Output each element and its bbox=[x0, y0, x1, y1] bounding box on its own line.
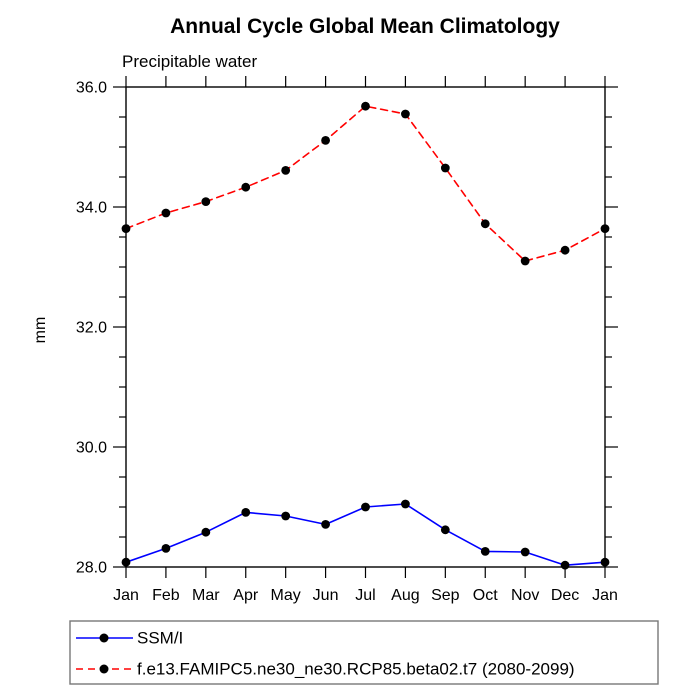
x-tick-label: Feb bbox=[152, 587, 180, 604]
data-point-marker bbox=[321, 136, 330, 145]
data-point-marker bbox=[161, 544, 171, 553]
data-point-marker bbox=[480, 547, 490, 556]
x-tick-label: Oct bbox=[473, 587, 498, 604]
data-point-marker bbox=[281, 166, 291, 175]
data-point-marker bbox=[440, 525, 450, 535]
data-point-marker bbox=[321, 520, 330, 529]
data-point-marker bbox=[361, 101, 370, 111]
x-tick-label: Aug bbox=[391, 587, 419, 604]
chart-title: Annual Cycle Global Mean Climatology bbox=[170, 15, 560, 38]
legend-marker-ssmi bbox=[99, 633, 109, 643]
y-tick-label: 36.0 bbox=[76, 80, 107, 97]
x-tick-label: Nov bbox=[511, 587, 539, 604]
data-point-marker bbox=[401, 109, 410, 119]
legend-label-ssmi: SSM/I bbox=[137, 629, 183, 648]
data-point-marker bbox=[361, 502, 370, 512]
x-tick-label: Jan bbox=[113, 587, 139, 604]
chart-subtitle: Precipitable water bbox=[122, 52, 257, 71]
data-point-marker bbox=[520, 547, 530, 557]
data-point-marker bbox=[440, 163, 450, 173]
y-tick-label: 28.0 bbox=[76, 560, 107, 577]
data-point-marker bbox=[241, 182, 251, 192]
data-point-marker bbox=[401, 499, 410, 509]
data-point-marker bbox=[281, 511, 291, 521]
legend-marker-model bbox=[99, 664, 109, 674]
data-point-marker bbox=[161, 208, 171, 218]
data-point-marker bbox=[560, 245, 570, 255]
x-tick-label: Sep bbox=[431, 587, 460, 604]
data-point-marker bbox=[201, 527, 211, 537]
axes-ticks: Jan Feb Mar Apr May Jun Jul Aug Sep Oct Nov Dec Jan 2… bbox=[76, 76, 618, 604]
legend-label-model: f.e13.FAMIPC5.ne30_ne30.RCP85.beta02.t7 … bbox=[137, 660, 575, 679]
data-point-marker bbox=[560, 560, 570, 570]
x-tick-label: Jan bbox=[592, 587, 618, 604]
series-layer bbox=[121, 101, 610, 570]
x-tick-label: Apr bbox=[233, 587, 259, 604]
data-point-marker bbox=[480, 219, 490, 229]
y-axis-label: mm bbox=[32, 317, 49, 344]
y-tick-label: 32.0 bbox=[76, 320, 107, 337]
x-tick-label: May bbox=[271, 587, 301, 604]
legend: SSM/I f.e13.FAMIPC5.ne30_ne30.RCP85.beta… bbox=[69, 620, 659, 685]
y-tick-label: 34.0 bbox=[76, 200, 107, 217]
x-tick-label: Jun bbox=[313, 587, 339, 604]
data-point-marker bbox=[201, 197, 211, 207]
data-point-marker bbox=[241, 508, 251, 517]
x-tick-label: Jul bbox=[355, 587, 375, 604]
data-point-marker bbox=[520, 256, 530, 266]
plot-frame bbox=[125, 86, 606, 568]
legend-box bbox=[69, 620, 659, 685]
y-tick-label: 30.0 bbox=[76, 440, 107, 457]
x-tick-label: Dec bbox=[551, 587, 579, 604]
x-tick-label: Mar bbox=[192, 587, 220, 604]
